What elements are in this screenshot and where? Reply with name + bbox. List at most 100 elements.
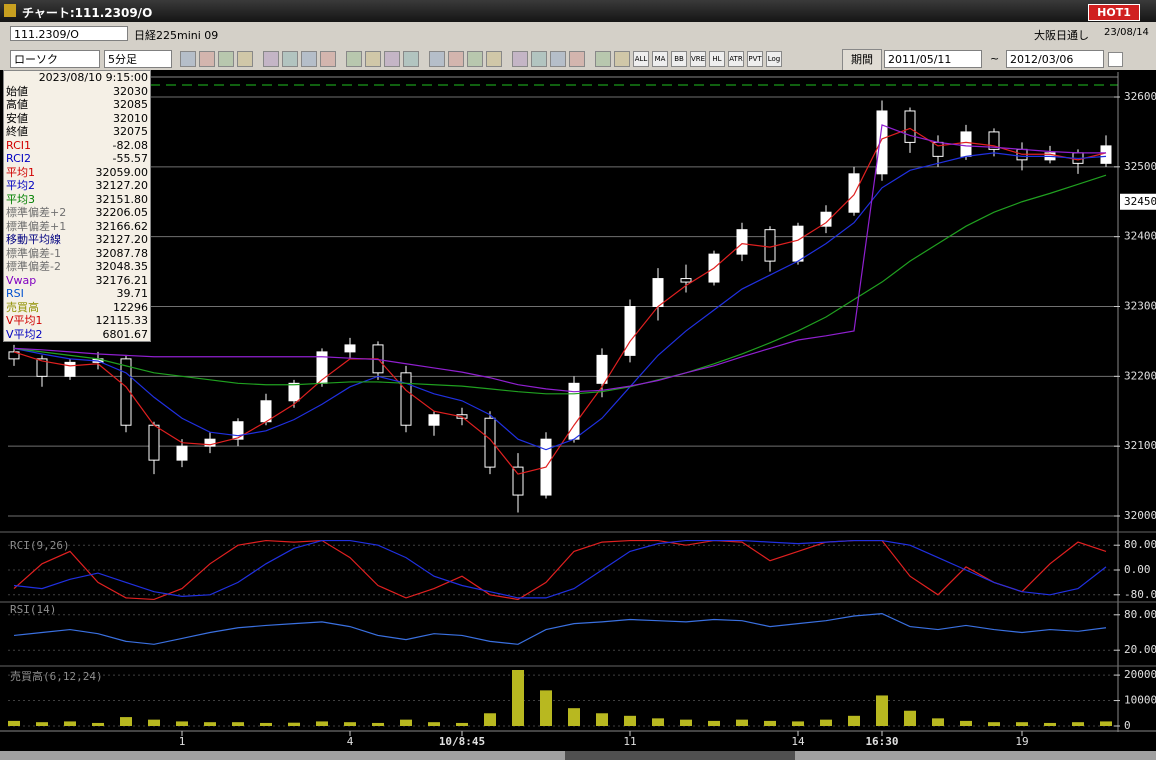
candle-body [820, 211, 832, 227]
info-label: 移動平均線 [6, 233, 61, 246]
tool-icon[interactable]: ATR [728, 51, 744, 67]
bar [764, 720, 776, 726]
info-value: 32127.20 [95, 233, 149, 246]
tool-icon[interactable] [595, 51, 611, 67]
info-row: 終値 32075 [6, 125, 148, 139]
info-value: 12296 [113, 300, 148, 314]
tool-icon[interactable] [569, 51, 585, 67]
candle-body [288, 382, 300, 402]
tool-icon[interactable]: HL [709, 51, 725, 67]
bar [904, 710, 916, 726]
window-title: チャート:111.2309/O [22, 6, 153, 20]
tool-icon[interactable] [320, 51, 336, 67]
y-tick-label: 0.00 [1124, 563, 1151, 576]
tool-icon[interactable] [282, 51, 298, 67]
checkbox[interactable] [1108, 52, 1123, 67]
bar [624, 715, 636, 726]
tool-icon[interactable]: ALL [633, 51, 649, 67]
y-tick-label: 10000 [1124, 694, 1156, 707]
tool-icon[interactable]: VRE [690, 51, 706, 67]
candle-body [652, 278, 664, 308]
info-row: RCI2 -55.57 [6, 152, 148, 166]
info-label: 安値 [6, 111, 28, 125]
bar [148, 719, 160, 726]
tool-icon[interactable]: MA [652, 51, 668, 67]
bar [820, 719, 832, 726]
x-tick-label: 11 [623, 735, 636, 748]
tool-icon[interactable] [448, 51, 464, 67]
info-row: 高値 32085 [6, 98, 148, 112]
y-tick-label: 80.00 [1124, 608, 1156, 621]
info-label: 終値 [6, 125, 28, 138]
bar [1100, 721, 1112, 726]
x-tick-label: 10/8:45 [439, 735, 485, 748]
info-row: 標準偏差+2 32206.05 [6, 206, 148, 220]
period-button[interactable]: 期間 [842, 49, 882, 71]
candle-body [260, 400, 272, 423]
tool-icon[interactable]: Log [766, 51, 782, 67]
hot-button[interactable]: HOT1 [1088, 4, 1140, 21]
series-line [13, 127, 1107, 475]
scroll-thumb[interactable] [565, 751, 795, 760]
tool-icon[interactable] [346, 51, 362, 67]
tool-icon[interactable]: BB [671, 51, 687, 67]
y-tick-label: 0 [1124, 719, 1131, 732]
tool-icon[interactable] [180, 51, 196, 67]
info-row: 安値 32010 [6, 112, 148, 126]
info-row: 標準偏差-1 32087.78 [6, 247, 148, 261]
info-row: 移動平均線 32127.20 [6, 233, 148, 247]
interval-select[interactable]: 5分足 [104, 50, 172, 68]
tool-icon[interactable] [531, 51, 547, 67]
tool-icon[interactable] [486, 51, 502, 67]
tool-icon[interactable] [365, 51, 381, 67]
tool-icon[interactable] [550, 51, 566, 67]
tool-icon[interactable]: PVT [747, 51, 763, 67]
candle-body [512, 466, 524, 496]
info-value: 32048.35 [95, 260, 149, 273]
candle-body [932, 141, 944, 157]
symbol-name: 日経225mini 09 [134, 29, 219, 42]
y-tick-label: -80.00 [1124, 588, 1156, 601]
candle-body [64, 361, 76, 377]
tool-icon[interactable] [467, 51, 483, 67]
info-value: 32176.21 [95, 273, 149, 287]
bar [568, 708, 580, 726]
candle-body [36, 358, 48, 377]
tool-icon[interactable] [614, 51, 630, 67]
bar [876, 695, 888, 726]
info-value: 32059.00 [95, 165, 149, 179]
candle-body [428, 414, 440, 426]
symbol-input[interactable]: 111.2309/O [10, 26, 128, 41]
info-label: 標準偏差+2 [6, 206, 67, 219]
tool-icon[interactable] [237, 51, 253, 67]
y-tick-label: 32500 [1124, 160, 1156, 173]
y-tick-label: 32400 [1124, 230, 1156, 243]
tool-icon[interactable] [301, 51, 317, 67]
tool-icon[interactable] [403, 51, 419, 67]
bar [1044, 722, 1056, 726]
bar [8, 720, 20, 726]
candle-body [400, 372, 412, 426]
tool-icon[interactable] [199, 51, 215, 67]
bar [1072, 722, 1084, 726]
chart-type-select[interactable]: ローソク [10, 50, 100, 68]
series-line [13, 613, 1107, 645]
bar [708, 720, 720, 726]
tool-icon[interactable] [263, 51, 279, 67]
date-to[interactable]: 2012/03/06 [1006, 50, 1104, 68]
info-label: 標準偏差-2 [6, 260, 61, 273]
bar [428, 722, 440, 726]
candle-body [204, 438, 216, 447]
candle-body [176, 445, 188, 461]
info-label: 高値 [6, 98, 28, 111]
tool-icon[interactable] [512, 51, 528, 67]
candle-body [344, 344, 356, 353]
info-row: 標準偏差+1 32166.62 [6, 220, 148, 234]
market: 大阪日通し [1034, 29, 1089, 42]
tool-icon[interactable] [218, 51, 234, 67]
info-value: 6801.67 [102, 327, 149, 341]
tool-icon[interactable] [429, 51, 445, 67]
bar [848, 715, 860, 726]
date-from[interactable]: 2011/05/11 [884, 50, 982, 68]
tool-icon[interactable] [384, 51, 400, 67]
